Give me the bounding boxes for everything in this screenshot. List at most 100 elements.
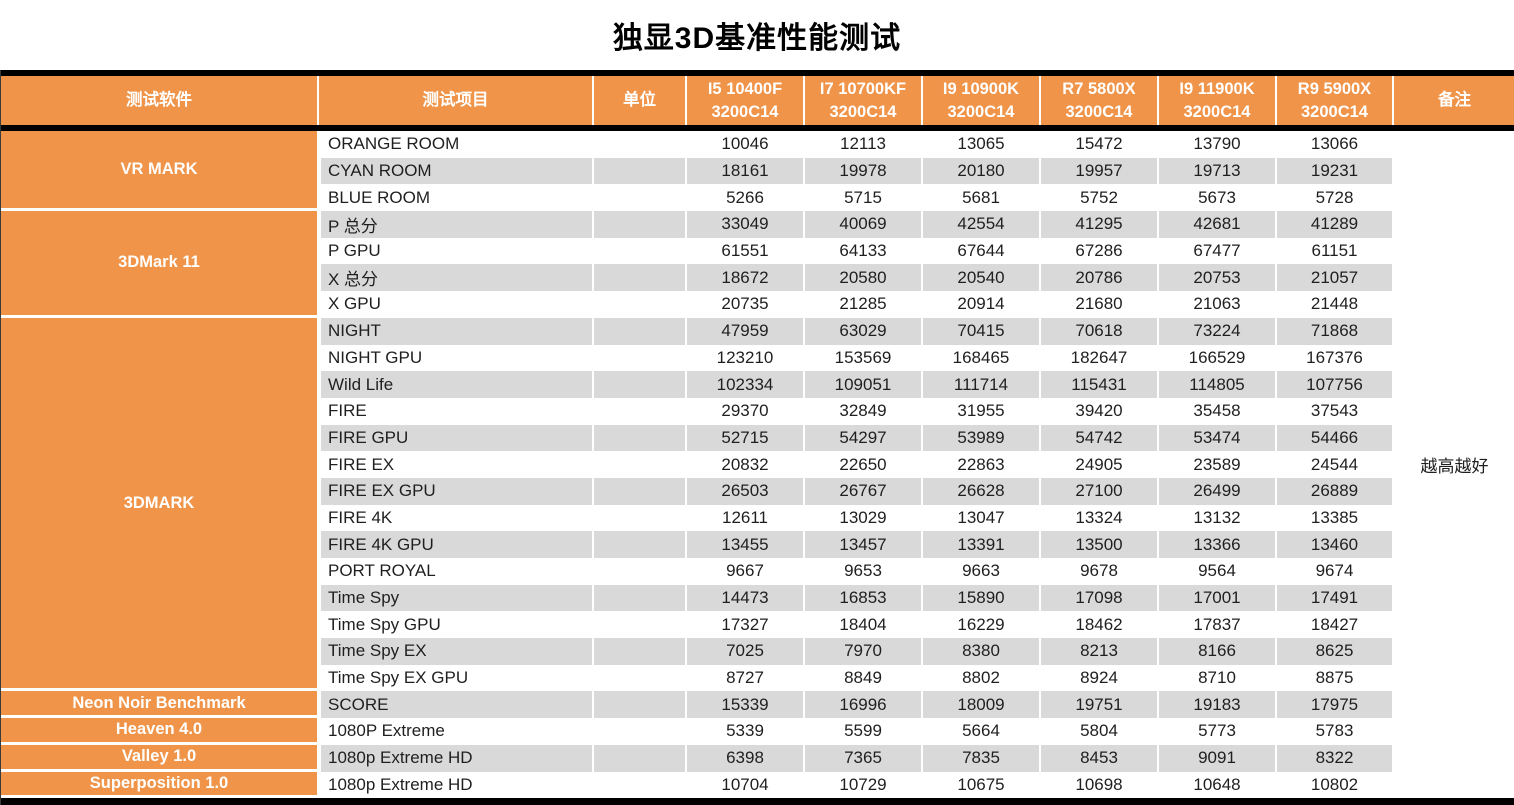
test-item-cell: CYAN ROOM	[319, 157, 594, 185]
value-cell: 16853	[805, 584, 923, 612]
value-cell: 9663	[923, 558, 1041, 585]
value-cell: 8213	[1041, 638, 1159, 665]
test-item-cell: Time Spy EX GPU	[319, 664, 594, 692]
test-item-cell: P 总分	[319, 211, 594, 238]
value-cell: 67286	[1041, 237, 1159, 265]
value-cell: 52715	[687, 424, 805, 452]
table-header-row: 测试软件 测试项目 单位 I5 10400F 3200C14 I7 10700K…	[1, 76, 1514, 125]
value-cell: 7835	[923, 744, 1041, 772]
value-cell: 182647	[1041, 344, 1159, 372]
value-cell: 5728	[1277, 184, 1394, 212]
unit-cell	[594, 264, 687, 292]
test-item-cell: PORT ROYAL	[319, 558, 594, 585]
value-cell: 23589	[1159, 451, 1277, 478]
value-cell: 17975	[1277, 691, 1394, 719]
value-cell: 13132	[1159, 504, 1277, 532]
value-cell: 19957	[1041, 157, 1159, 185]
value-cell: 7025	[687, 638, 805, 665]
value-cell: 19978	[805, 157, 923, 185]
value-cell: 27100	[1041, 477, 1159, 505]
header-unit: 单位	[594, 76, 687, 125]
value-cell: 8166	[1159, 638, 1277, 665]
header-cpu-6: R9 5900X 3200C14	[1277, 76, 1394, 125]
value-cell: 166529	[1159, 344, 1277, 372]
value-cell: 35458	[1159, 397, 1277, 425]
software-group-cell: 3DMARK	[1, 317, 319, 692]
value-cell: 153569	[805, 344, 923, 372]
value-cell: 8322	[1277, 744, 1394, 772]
value-cell: 5673	[1159, 184, 1277, 212]
value-cell: 17837	[1159, 611, 1277, 639]
test-item-cell: FIRE 4K GPU	[319, 531, 594, 558]
value-cell: 21057	[1277, 264, 1394, 292]
test-item-cell: Time Spy EX	[319, 638, 594, 665]
test-item-cell: Time Spy GPU	[319, 611, 594, 639]
unit-cell	[594, 317, 687, 345]
test-item-cell: 1080p Extreme HD	[319, 771, 594, 799]
test-item-cell: BLUE ROOM	[319, 184, 594, 212]
test-item-cell: Time Spy	[319, 584, 594, 612]
benchmark-table: 测试软件 测试项目 单位 I5 10400F 3200C14 I7 10700K…	[0, 70, 1514, 805]
software-group-cell: Heaven 4.0	[1, 718, 319, 745]
unit-cell	[594, 558, 687, 585]
value-cell: 10729	[805, 771, 923, 799]
value-cell: 32849	[805, 397, 923, 425]
value-cell: 167376	[1277, 344, 1394, 372]
header-cpu-5: I9 11900K 3200C14	[1159, 76, 1277, 125]
value-cell: 73224	[1159, 317, 1277, 345]
value-cell: 20832	[687, 451, 805, 478]
software-group-cell: 3DMark 11	[1, 211, 319, 318]
value-cell: 13790	[1159, 131, 1277, 158]
value-cell: 18009	[923, 691, 1041, 719]
value-cell: 7970	[805, 638, 923, 665]
unit-cell	[594, 664, 687, 692]
value-cell: 102334	[687, 371, 805, 398]
unit-cell	[594, 131, 687, 158]
unit-cell	[594, 531, 687, 558]
cpu-name: I9 10900K	[942, 80, 1020, 99]
value-cell: 39420	[1041, 397, 1159, 425]
cpu-memory: 3200C14	[711, 102, 779, 121]
value-cell: 63029	[805, 317, 923, 345]
value-cell: 9564	[1159, 558, 1277, 585]
value-cell: 8453	[1041, 744, 1159, 772]
value-cell: 20180	[923, 157, 1041, 185]
value-cell: 17327	[687, 611, 805, 639]
value-cell: 9674	[1277, 558, 1394, 585]
value-cell: 33049	[687, 211, 805, 238]
cpu-memory: 3200C14	[947, 102, 1015, 121]
value-cell: 123210	[687, 344, 805, 372]
cpu-name: I7 10700KF	[819, 80, 907, 99]
value-cell: 21285	[805, 291, 923, 318]
value-cell: 64133	[805, 237, 923, 265]
value-cell: 8875	[1277, 664, 1394, 692]
value-cell: 20786	[1041, 264, 1159, 292]
value-cell: 5599	[805, 718, 923, 745]
value-cell: 19751	[1041, 691, 1159, 719]
value-cell: 70618	[1041, 317, 1159, 345]
value-cell: 8380	[923, 638, 1041, 665]
value-cell: 42554	[923, 211, 1041, 238]
value-cell: 6398	[687, 744, 805, 772]
value-cell: 15339	[687, 691, 805, 719]
unit-cell	[594, 184, 687, 212]
value-cell: 10802	[1277, 771, 1394, 799]
value-cell: 21063	[1159, 291, 1277, 318]
unit-cell	[594, 211, 687, 238]
value-cell: 8625	[1277, 638, 1394, 665]
value-cell: 115431	[1041, 371, 1159, 398]
value-cell: 168465	[923, 344, 1041, 372]
value-cell: 18672	[687, 264, 805, 292]
value-cell: 19231	[1277, 157, 1394, 185]
unit-cell	[594, 691, 687, 719]
value-cell: 24544	[1277, 451, 1394, 478]
value-cell: 16996	[805, 691, 923, 719]
cpu-name: I9 11900K	[1179, 80, 1255, 99]
bottom-divider	[1, 798, 1514, 805]
value-cell: 10698	[1041, 771, 1159, 799]
header-cpu-4: R7 5800X 3200C14	[1041, 76, 1159, 125]
value-cell: 16229	[923, 611, 1041, 639]
value-cell: 5804	[1041, 718, 1159, 745]
cpu-name: R9 5900X	[1297, 80, 1372, 99]
test-item-cell: Wild Life	[319, 371, 594, 398]
